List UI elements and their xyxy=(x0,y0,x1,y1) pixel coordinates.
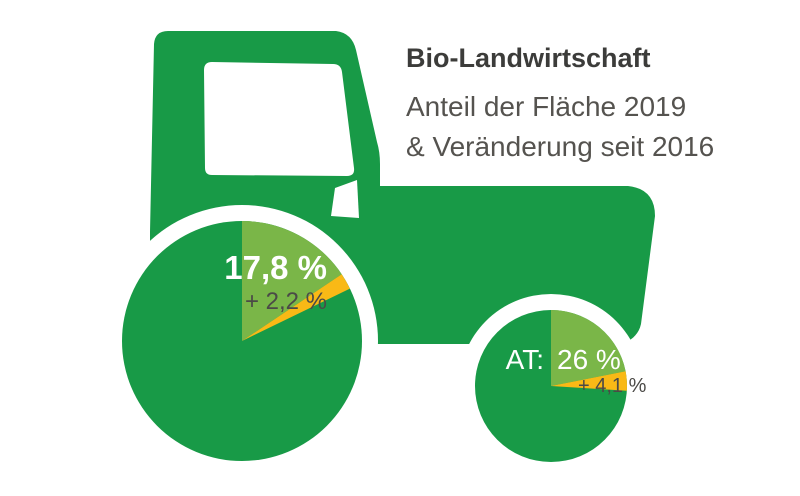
small-wheel-change-slice xyxy=(551,371,627,391)
large-wheel-change-label: + 2,2 % xyxy=(245,288,327,315)
small-wheel-pie: AT: 26 % + 4,1 % xyxy=(475,310,647,462)
small-wheel-change-label: + 4,1 % xyxy=(578,375,647,397)
subtitle-line-1: Anteil der Fläche 2019 xyxy=(406,91,687,123)
small-wheel-share-label: 26 % xyxy=(557,344,621,375)
subtitle-line-2: & Veränderung seit 2016 xyxy=(406,131,715,163)
header-block: Bio-Landwirtschaft Anteil der Fläche 201… xyxy=(406,44,776,167)
cab-hood-gap xyxy=(331,180,359,218)
large-wheel-share-slice xyxy=(242,221,342,341)
small-wheel-share-slice xyxy=(551,310,626,386)
large-wheel-change-slice xyxy=(242,274,350,341)
tractor-window xyxy=(204,62,355,176)
large-wheel-share-label: 17,8 % xyxy=(224,249,327,286)
small-wheel-region-label: AT: xyxy=(506,344,544,375)
large-wheel-pie: 17,8 % + 2,2 % xyxy=(122,221,362,461)
page-title: Bio-Landwirtschaft xyxy=(406,43,651,73)
page-subtitle: Anteil der Fläche 2019 & Veränderung sei… xyxy=(406,87,776,167)
